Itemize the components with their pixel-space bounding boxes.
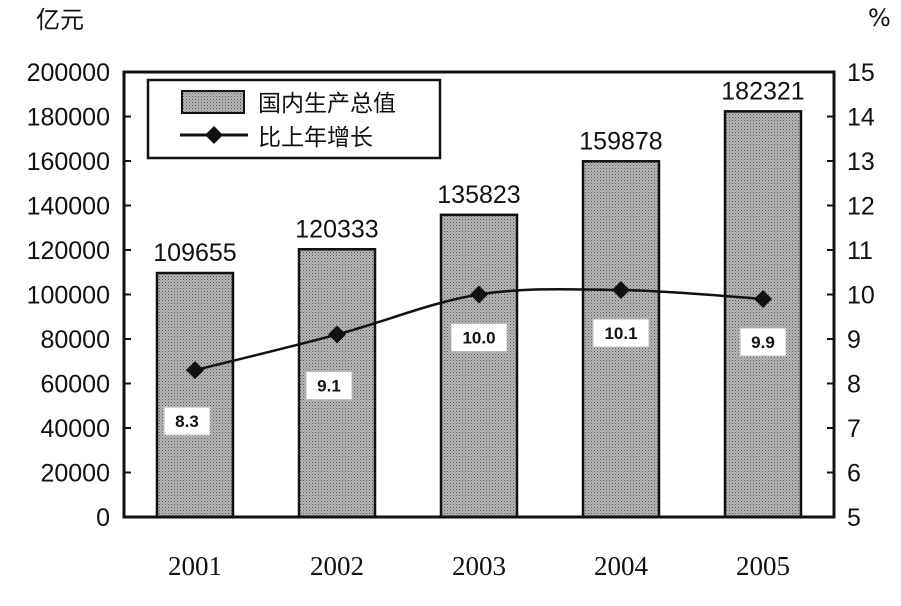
growth-value-labels: 8.3 9.1 10.0 10.1 9.9 <box>163 318 787 436</box>
right-axis-ticks: 5 6 7 8 9 10 11 12 13 14 15 <box>827 59 875 532</box>
bar-2005 <box>723 110 803 519</box>
right-tick-label: 6 <box>847 460 861 488</box>
right-tick-label: 12 <box>847 193 875 221</box>
growth-marker-2003 <box>470 285 488 304</box>
right-tick-label: 13 <box>847 148 875 176</box>
left-tick-label: 80000 <box>40 326 110 354</box>
legend-line-marker <box>205 126 223 144</box>
left-tick-label: 180000 <box>27 104 110 132</box>
bar-value-label: 120333 <box>295 215 378 243</box>
growth-label: 9.1 <box>317 377 341 396</box>
left-axis-unit: 亿元 <box>36 6 84 34</box>
right-tick-label: 9 <box>847 326 861 354</box>
left-tick-label: 160000 <box>27 148 110 176</box>
growth-label: 10.1 <box>604 324 637 343</box>
right-tick-label: 10 <box>847 282 875 310</box>
x-tick-label: 2005 <box>736 551 790 581</box>
growth-label-box <box>592 318 650 348</box>
left-tick-label: 40000 <box>40 415 110 443</box>
growth-label-box <box>163 406 211 436</box>
legend-bar-swatch <box>181 90 245 114</box>
left-tick-label: 100000 <box>27 282 110 310</box>
bar-2001 <box>155 271 235 519</box>
x-tick-label: 2003 <box>452 551 506 581</box>
right-tick-label: 14 <box>847 104 875 132</box>
growth-label-box <box>450 323 508 352</box>
legend: 国内生产总值 比上年增长 <box>146 78 442 160</box>
bar-series <box>155 110 803 519</box>
legend-bar-label: 国内生产总值 <box>258 91 396 117</box>
bar-value-label: 182321 <box>721 77 804 105</box>
right-tick-label: 5 <box>847 504 861 532</box>
x-tick-label: 2004 <box>594 551 649 581</box>
bar-value-labels: 109655 120333 135823 159878 182321 <box>153 77 804 267</box>
growth-marker-2002 <box>328 325 346 344</box>
growth-label-box <box>305 371 353 401</box>
growth-label-box <box>739 327 787 357</box>
plot-frame <box>122 70 836 519</box>
left-tick-label: 120000 <box>27 237 110 265</box>
right-tick-label: 8 <box>847 371 861 399</box>
growth-line-series <box>186 281 772 380</box>
growth-label: 8.3 <box>175 412 199 431</box>
left-tick-label: 200000 <box>27 59 110 87</box>
left-tick-label: 140000 <box>27 193 110 221</box>
right-axis-unit: % <box>868 4 891 32</box>
bar-value-label: 135823 <box>437 181 520 209</box>
left-axis-ticks: 0 20000 40000 60000 80000 100000 120000 140000 1… <box>27 59 131 532</box>
growth-marker-2001 <box>186 361 204 380</box>
bar-value-label: 159878 <box>579 127 662 155</box>
right-tick-label: 11 <box>847 237 873 265</box>
right-tick-label: 7 <box>847 415 861 443</box>
growth-label: 9.9 <box>751 333 775 352</box>
left-tick-label: 20000 <box>40 460 110 488</box>
legend-line-label: 比上年增长 <box>258 125 373 151</box>
growth-marker-2004 <box>612 281 630 300</box>
x-tick-label: 2002 <box>310 551 364 581</box>
bar-value-label: 109655 <box>153 239 236 267</box>
left-tick-label: 0 <box>96 504 110 532</box>
growth-marker-2005 <box>754 289 772 308</box>
x-tick-label: 2001 <box>168 551 222 581</box>
x-axis-labels: 2001 2002 2003 2004 2005 <box>168 551 790 581</box>
bar-2003 <box>439 213 519 519</box>
right-tick-label: 15 <box>847 59 875 87</box>
growth-label: 10.0 <box>462 329 495 348</box>
left-tick-label: 60000 <box>40 371 110 399</box>
